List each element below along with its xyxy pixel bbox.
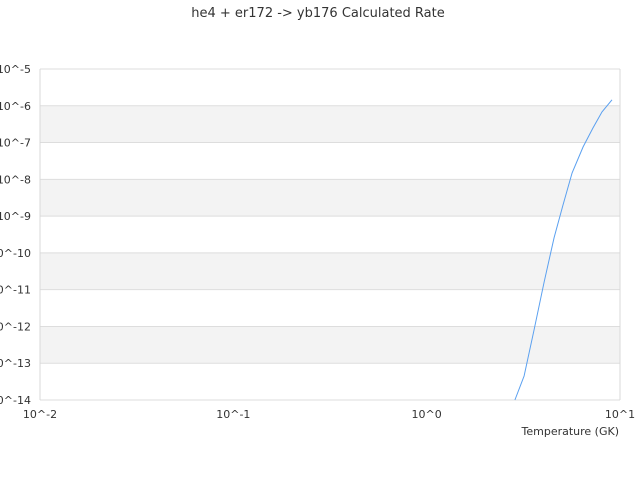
y-tick-label: 10^-11 xyxy=(0,284,31,297)
plot-band xyxy=(40,105,620,143)
chart-title: he4 + er172 -> yb176 Calculated Rate xyxy=(191,6,444,21)
y-tick-label: 10^-7 xyxy=(0,137,31,150)
y-tick-label: 10^-9 xyxy=(0,210,31,223)
x-axis-label: Temperature (GK) xyxy=(521,425,620,438)
y-tick-label: 10^-14 xyxy=(0,394,31,407)
y-tick-label: 10^-12 xyxy=(0,320,31,333)
series-group xyxy=(514,99,613,401)
y-tick-label: 10^-5 xyxy=(0,63,31,76)
y-tick-label: 10^-6 xyxy=(0,100,31,113)
x-tick-label: 10^-2 xyxy=(23,408,57,421)
x-tick-label: 10^1 xyxy=(605,408,635,421)
x-tick-labels: 10^-2 10^-1 10^0 10^1 xyxy=(23,408,635,421)
grid-lines xyxy=(39,68,621,401)
plot-band xyxy=(40,252,620,290)
plot-bands xyxy=(40,105,620,364)
y-tick-label: 10^-10 xyxy=(0,247,31,260)
x-tick-label: 10^-1 xyxy=(216,408,250,421)
x-tick-label: 10^0 xyxy=(412,408,442,421)
series-line xyxy=(514,99,613,401)
y-tick-label: 10^-8 xyxy=(0,173,31,186)
plot-band xyxy=(40,179,620,217)
plot-band xyxy=(40,326,620,364)
y-tick-label: 10^-13 xyxy=(0,357,31,370)
y-tick-labels: 10^-5 10^-6 10^-7 10^-8 10^-9 10^-10 10^-11 10^… xyxy=(0,63,31,407)
